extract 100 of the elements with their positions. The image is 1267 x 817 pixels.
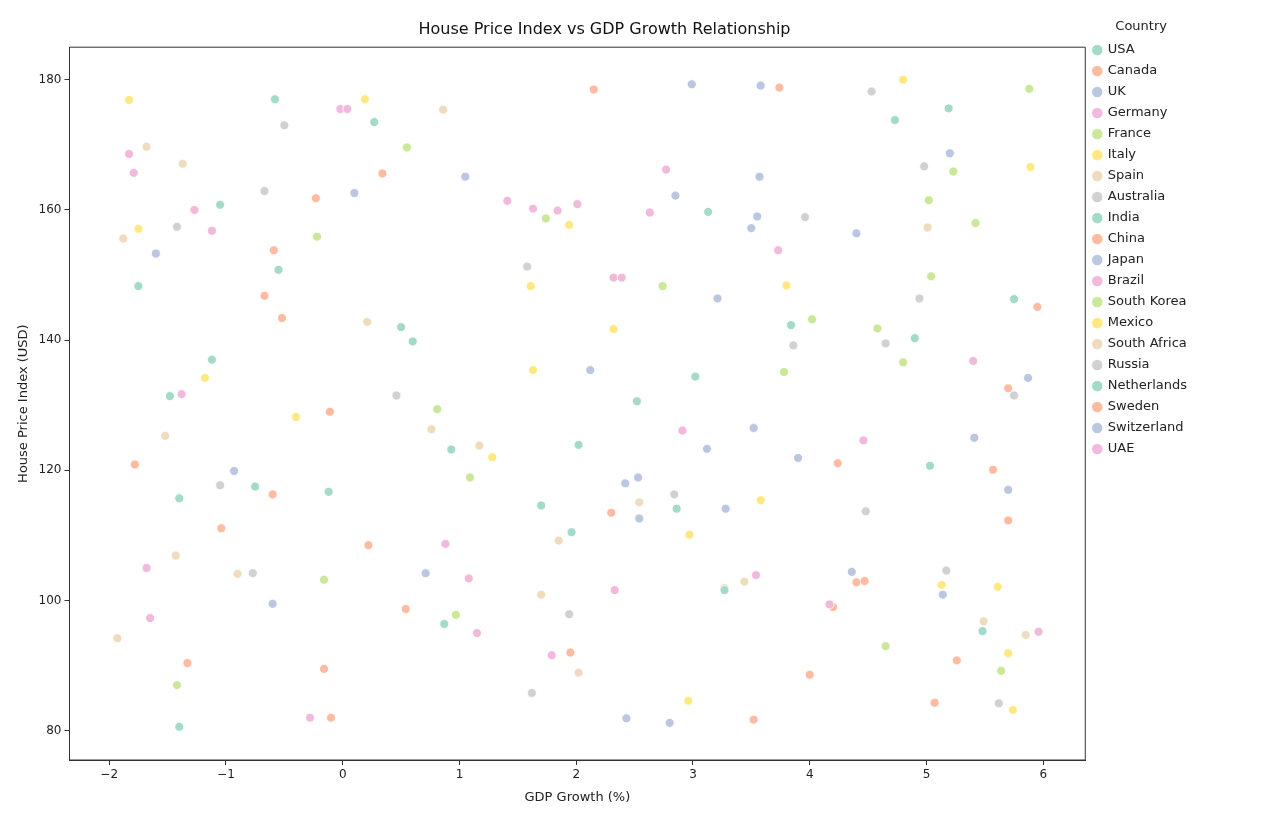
point — [779, 367, 789, 377]
x-axis-title: GDP Growth (%) — [524, 788, 631, 804]
point — [291, 412, 301, 422]
point — [677, 425, 688, 436]
point — [465, 472, 475, 483]
point — [1003, 515, 1014, 526]
point — [564, 609, 575, 620]
point — [174, 493, 185, 504]
y-tick-label: 100 — [38, 592, 62, 607]
point — [866, 86, 877, 97]
point — [536, 589, 547, 600]
point — [377, 168, 388, 179]
point — [267, 598, 278, 609]
x-tick-label: 3 — [689, 767, 697, 782]
point — [200, 372, 210, 383]
point — [1032, 302, 1043, 312]
point — [170, 550, 181, 561]
point — [279, 120, 290, 131]
point — [133, 281, 144, 291]
point — [182, 658, 193, 668]
point — [472, 628, 482, 638]
legend-label: UK — [1107, 83, 1127, 99]
point — [702, 443, 712, 454]
point — [919, 161, 930, 172]
legend-label: China — [1107, 230, 1145, 246]
x-tick-label: 0 — [338, 767, 347, 782]
point — [572, 199, 583, 209]
point — [609, 585, 620, 595]
x-tick-label: 5 — [922, 767, 931, 782]
point — [145, 613, 155, 623]
point — [310, 193, 321, 204]
point — [608, 272, 619, 283]
point — [970, 218, 981, 228]
point — [754, 171, 765, 182]
point — [943, 103, 954, 114]
point — [712, 293, 723, 304]
legend-label: Netherlands — [1107, 377, 1188, 393]
point — [189, 205, 200, 215]
point — [565, 647, 576, 658]
point — [566, 527, 577, 538]
point — [634, 513, 645, 524]
point — [232, 568, 243, 579]
point — [552, 205, 563, 216]
point — [671, 503, 682, 514]
y-tick-label: 120 — [38, 462, 62, 477]
point — [993, 698, 1004, 709]
point — [312, 231, 322, 242]
point — [686, 79, 697, 90]
point — [751, 570, 761, 581]
point — [937, 589, 948, 600]
point — [788, 340, 799, 351]
legend-label: Brazil — [1107, 272, 1145, 288]
point — [746, 223, 757, 234]
point — [112, 633, 123, 644]
point — [319, 663, 329, 674]
point — [988, 464, 998, 475]
point — [1009, 390, 1019, 401]
legend-label: Switzerland — [1107, 419, 1184, 435]
point — [890, 115, 900, 126]
point — [588, 84, 599, 95]
point — [270, 94, 280, 105]
point — [684, 529, 695, 540]
point — [207, 354, 217, 365]
point — [573, 440, 584, 450]
point — [133, 223, 144, 234]
point — [438, 104, 449, 115]
x-tick-label: −2 — [100, 767, 119, 782]
point — [177, 158, 188, 169]
point — [359, 94, 370, 105]
point — [992, 581, 1003, 592]
legend-label: Japan — [1106, 251, 1145, 267]
point — [259, 186, 270, 196]
point — [793, 453, 803, 463]
point — [860, 506, 871, 517]
point — [968, 356, 979, 366]
point — [755, 80, 766, 91]
point — [969, 432, 980, 443]
point — [1003, 383, 1014, 394]
point — [463, 573, 474, 584]
point — [851, 577, 862, 588]
point — [1025, 162, 1036, 172]
point — [669, 489, 680, 500]
point — [174, 721, 185, 732]
point — [342, 104, 353, 114]
point — [141, 563, 152, 573]
point — [616, 272, 627, 283]
point — [898, 74, 909, 85]
point — [118, 233, 129, 244]
point — [324, 406, 335, 417]
point — [880, 641, 891, 651]
x-tick-label: 4 — [805, 767, 814, 782]
y-tick-label: 80 — [46, 722, 62, 737]
point — [804, 669, 815, 680]
point — [522, 261, 533, 272]
y-tick-label: 140 — [38, 332, 62, 347]
legend-label: USA — [1107, 41, 1135, 57]
point — [391, 390, 402, 401]
point — [349, 188, 360, 198]
x-tick-label: 1 — [455, 767, 464, 782]
point — [807, 314, 817, 325]
